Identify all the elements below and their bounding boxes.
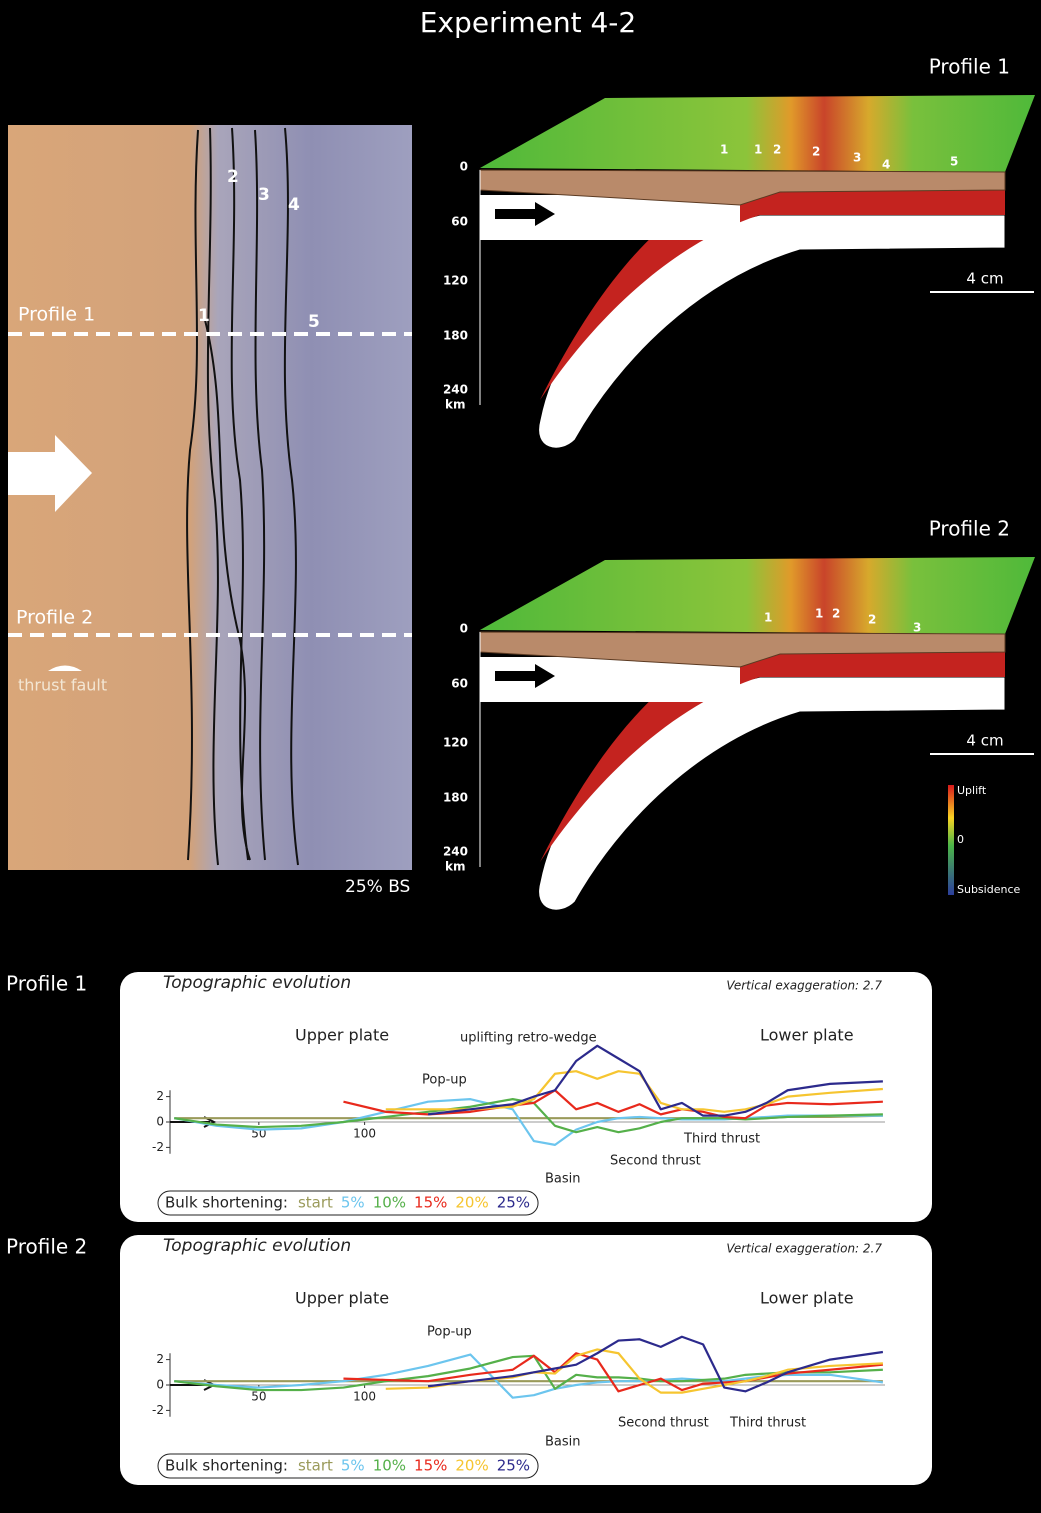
scale-label: 4 cm — [966, 270, 1003, 288]
thrust-number: 2 — [832, 607, 840, 621]
panel-label: Profile 2 — [6, 1235, 87, 1259]
figure-title: Experiment 4-2 — [420, 6, 636, 39]
legend-entry: 15% — [414, 1457, 447, 1475]
legend-entry: 10% — [373, 1457, 406, 1475]
annotation: Lower plate — [760, 1026, 854, 1045]
colorbar-label: Uplift — [957, 784, 987, 797]
legend-entry: 25% — [497, 1194, 530, 1212]
annotation: Basin — [545, 1172, 581, 1187]
y-tick-label: 0 — [156, 1115, 164, 1129]
x-tick-label: 50 — [251, 1390, 266, 1404]
annotation: Third thrust — [683, 1132, 760, 1147]
legend-entry: 25% — [497, 1457, 530, 1475]
thrust-number: 1 — [815, 607, 823, 621]
depth-tick-label: 120 — [443, 736, 468, 750]
legend-title: Bulk shortening: — [165, 1194, 288, 1212]
legend-entry: start — [298, 1194, 333, 1212]
annotation: uplifting retro-wedge — [460, 1031, 597, 1046]
depth-tick-label: 60 — [451, 677, 468, 691]
chart-subtitle: Vertical exaggeration: 2.7 — [726, 979, 882, 993]
profile-label: Profile 2 — [16, 607, 93, 629]
depth-tick-label: 0 — [460, 160, 468, 174]
thrust-number: 2 — [773, 143, 781, 157]
thrust-number: 3 — [913, 621, 921, 635]
annotation: Upper plate — [295, 1026, 389, 1045]
thrust-number: 4 — [882, 158, 890, 172]
depth-tick-label: 240 — [443, 845, 468, 859]
thrust-number: 5 — [950, 155, 958, 169]
figure: Experiment 4-2 Profile 1 Profile 2 thrus… — [0, 0, 1041, 1513]
legend-entry: 15% — [414, 1194, 447, 1212]
depth-tick-label: 0 — [460, 622, 468, 636]
annotation: Lower plate — [760, 1289, 854, 1308]
annotation: Pop-up — [427, 1325, 472, 1340]
chart-title: Topographic evolution — [163, 1236, 351, 1256]
y-tick-label: 2 — [156, 1352, 164, 1366]
chart-subtitle: Vertical exaggeration: 2.7 — [726, 1242, 882, 1256]
depth-tick-label: 180 — [443, 791, 468, 805]
thrust-number: 2 — [812, 145, 820, 159]
legend-entry: 20% — [455, 1194, 488, 1212]
legend-entry: 10% — [373, 1194, 406, 1212]
y-tick-label: 2 — [156, 1089, 164, 1103]
thrust-number: 1 — [720, 143, 728, 157]
y-tick-label: 0 — [156, 1378, 164, 1392]
x-tick-label: 100 — [353, 1127, 376, 1141]
y-tick-label: -2 — [152, 1140, 164, 1154]
legend-label: thrust fault — [18, 676, 107, 695]
scale-label: 4 cm — [966, 732, 1003, 750]
legend-entry: 5% — [341, 1457, 365, 1475]
annotation: Second thrust — [610, 1154, 701, 1169]
thrust-number: 3 — [258, 185, 270, 205]
colorbar-label: Subsidence — [957, 883, 1020, 896]
page: Experiment 4-2 Profile 1 Profile 2 thrus… — [0, 0, 1041, 1513]
thrust-number: 4 — [288, 195, 300, 215]
depth-tick-label: 240 — [443, 383, 468, 397]
annotation: Upper plate — [295, 1289, 389, 1308]
legend-entry: start — [298, 1457, 333, 1475]
section-title: Profile 2 — [929, 517, 1010, 541]
depth-tick-label: 180 — [443, 329, 468, 343]
annotation: Basin — [545, 1435, 581, 1450]
colorbar-label: 0 — [957, 833, 964, 846]
depth-tick-label: 120 — [443, 274, 468, 288]
depth-tick-label: 60 — [451, 215, 468, 229]
legend-entry: 20% — [455, 1457, 488, 1475]
annotation: Third thrust — [729, 1416, 806, 1431]
map-caption: 25% BS — [345, 877, 410, 897]
depth-unit: km — [445, 860, 465, 874]
depth-unit: km — [445, 398, 465, 412]
thrust-number: 1 — [754, 143, 762, 157]
legend-title: Bulk shortening: — [165, 1457, 288, 1475]
profile-label: Profile 1 — [18, 304, 95, 326]
x-tick-label: 100 — [353, 1390, 376, 1404]
thrust-number: 5 — [308, 312, 320, 332]
section-title: Profile 1 — [929, 55, 1010, 79]
annotation: Pop-up — [422, 1073, 467, 1088]
panel-label: Profile 1 — [6, 972, 87, 996]
thrust-number: 2 — [868, 613, 876, 627]
chart-panel — [120, 972, 932, 1222]
colorbar — [948, 785, 954, 895]
thrust-number: 1 — [198, 306, 210, 326]
annotation: Second thrust — [618, 1416, 709, 1431]
map-panel: Profile 1 Profile 2 thrust fault 1 2 3 4… — [8, 125, 412, 897]
chart-title: Topographic evolution — [163, 973, 351, 993]
y-tick-label: -2 — [152, 1403, 164, 1417]
legend-entry: 5% — [341, 1194, 365, 1212]
thrust-number: 2 — [227, 167, 239, 187]
thrust-number: 3 — [853, 151, 861, 165]
thrust-number: 1 — [764, 611, 772, 625]
